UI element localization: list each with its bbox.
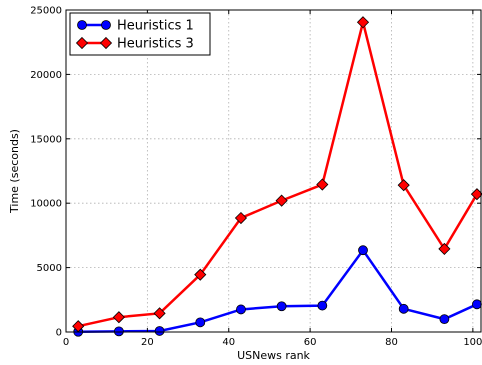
series-2 — [72, 16, 482, 333]
data-point — [439, 314, 450, 325]
x-axis-label: USNews rank — [237, 349, 310, 362]
y-axis-label: Time (seconds) — [8, 129, 21, 214]
y-tick-label: 0 — [56, 328, 62, 339]
data-point — [438, 242, 451, 255]
data-point — [358, 245, 368, 256]
x-tick-label: 80 — [385, 337, 398, 348]
y-tick-label: 25000 — [30, 6, 62, 17]
grid — [65, 9, 481, 333]
series-1 — [73, 245, 482, 337]
legend-marker — [77, 20, 87, 30]
y-tick-label: 5000 — [37, 263, 62, 274]
y-tick-label: 20000 — [30, 70, 62, 81]
x-tick-label: 40 — [222, 337, 235, 348]
data-point — [316, 178, 329, 191]
data-point — [195, 317, 206, 328]
x-tick-label: 0 — [63, 337, 69, 348]
series-line — [78, 248, 478, 333]
data-point — [472, 299, 482, 310]
data-point — [154, 326, 165, 336]
legend-marker — [75, 36, 89, 50]
legend-marker — [99, 36, 113, 50]
legend-label: Heuristics 1 — [117, 19, 194, 34]
data-point — [113, 326, 124, 337]
y-tick-label: 10000 — [30, 199, 62, 210]
plot-frame — [65, 9, 482, 333]
data-point — [112, 311, 125, 324]
legend: Heuristics 1 Heuristics 3 — [69, 12, 211, 56]
legend-marker — [101, 20, 111, 30]
x-tick-label: 100 — [463, 337, 482, 348]
data-point — [317, 300, 328, 311]
axis-ticks: 0 20 40 60 80 100 0 5000 10000 15000 20000 25000 — [30, 6, 482, 349]
series-layer — [72, 16, 482, 337]
data-point — [234, 211, 248, 225]
y-tick-label: 15000 — [30, 134, 62, 145]
legend-label: Heuristics 3 — [117, 37, 194, 52]
x-tick-label: 60 — [304, 337, 317, 348]
data-point — [275, 194, 288, 207]
series-line — [77, 21, 479, 328]
data-point — [153, 307, 166, 320]
data-point — [398, 303, 409, 314]
data-point — [194, 268, 207, 281]
x-tick-label: 20 — [141, 337, 154, 348]
data-point — [356, 16, 370, 29]
data-point — [276, 301, 287, 312]
data-point — [397, 179, 410, 192]
legend-box — [69, 12, 211, 56]
data-point — [236, 304, 246, 315]
